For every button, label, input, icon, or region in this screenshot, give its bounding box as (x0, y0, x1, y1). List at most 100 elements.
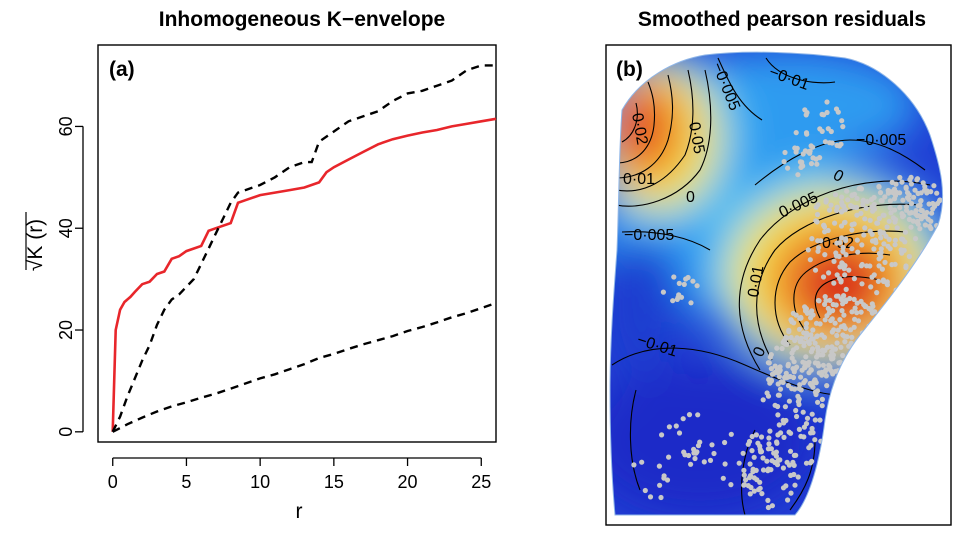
point (697, 439, 703, 445)
point (837, 317, 843, 323)
point (838, 278, 844, 284)
point (790, 374, 797, 381)
point (769, 503, 776, 509)
point (783, 483, 789, 489)
point (807, 460, 814, 466)
point (878, 246, 884, 252)
point (937, 197, 943, 203)
point (750, 469, 756, 475)
x-tick-label: 5 (181, 472, 191, 492)
point (838, 223, 845, 229)
point (810, 336, 816, 342)
point (928, 189, 934, 195)
point (838, 344, 844, 350)
panel-a-ylabel: √K (r) (24, 219, 47, 271)
point (751, 488, 757, 494)
point (766, 441, 772, 447)
point (794, 145, 800, 151)
point (642, 487, 648, 494)
point (833, 293, 840, 299)
point (931, 183, 937, 189)
point (768, 366, 775, 372)
point (907, 177, 913, 183)
contour-left-2 (615, 69, 694, 192)
point (844, 188, 850, 194)
point (758, 434, 765, 440)
point (900, 213, 907, 219)
point (858, 210, 864, 216)
point (849, 192, 856, 198)
point (801, 340, 807, 346)
contour-top-2 (765, 57, 836, 84)
point (849, 227, 855, 233)
point (803, 130, 810, 136)
panel-a-label: (a) (109, 58, 135, 81)
point (872, 309, 878, 315)
point (819, 369, 825, 375)
point (851, 276, 858, 282)
point (760, 397, 766, 403)
point (780, 465, 787, 471)
point (803, 325, 809, 331)
point (849, 246, 855, 252)
point (876, 183, 882, 190)
point (801, 424, 808, 430)
point (908, 181, 915, 187)
point (760, 455, 766, 461)
point (793, 407, 799, 414)
point (867, 217, 873, 223)
point (785, 374, 791, 380)
point (789, 350, 795, 356)
point (782, 341, 789, 347)
point (657, 482, 663, 488)
point (899, 179, 905, 185)
point (828, 202, 834, 208)
panel-b: Smoothed pearson residuals (605, 8, 952, 526)
point (791, 462, 797, 468)
point (839, 199, 845, 205)
point (812, 437, 818, 443)
point (834, 340, 840, 346)
point (899, 250, 905, 256)
point (880, 278, 887, 284)
point (903, 263, 909, 269)
point (810, 144, 816, 150)
contour-left-1 (615, 69, 712, 207)
point (833, 302, 839, 308)
contour-bottom-4 (789, 439, 816, 511)
point (834, 272, 840, 278)
point (776, 422, 782, 428)
point (834, 207, 840, 214)
point (843, 286, 849, 292)
point (838, 209, 845, 215)
point (832, 220, 838, 226)
point (758, 449, 765, 455)
point (812, 267, 819, 273)
point (676, 430, 683, 436)
point (833, 368, 839, 374)
point (822, 347, 828, 353)
x-tick-label: 0 (108, 472, 118, 492)
point (656, 463, 663, 469)
contour-mid-1 (621, 231, 711, 251)
point (839, 118, 845, 124)
point (824, 313, 830, 319)
point (796, 426, 803, 432)
point (722, 461, 728, 467)
point (743, 477, 749, 483)
point (831, 327, 837, 333)
point (908, 224, 914, 230)
point (840, 244, 846, 250)
point (838, 141, 844, 147)
point (711, 450, 717, 457)
point (822, 301, 828, 307)
point (808, 161, 815, 167)
point (827, 297, 833, 303)
point (661, 473, 667, 479)
point (885, 243, 891, 249)
point (914, 213, 920, 219)
point (888, 210, 894, 216)
point (834, 240, 840, 246)
point (639, 459, 645, 465)
